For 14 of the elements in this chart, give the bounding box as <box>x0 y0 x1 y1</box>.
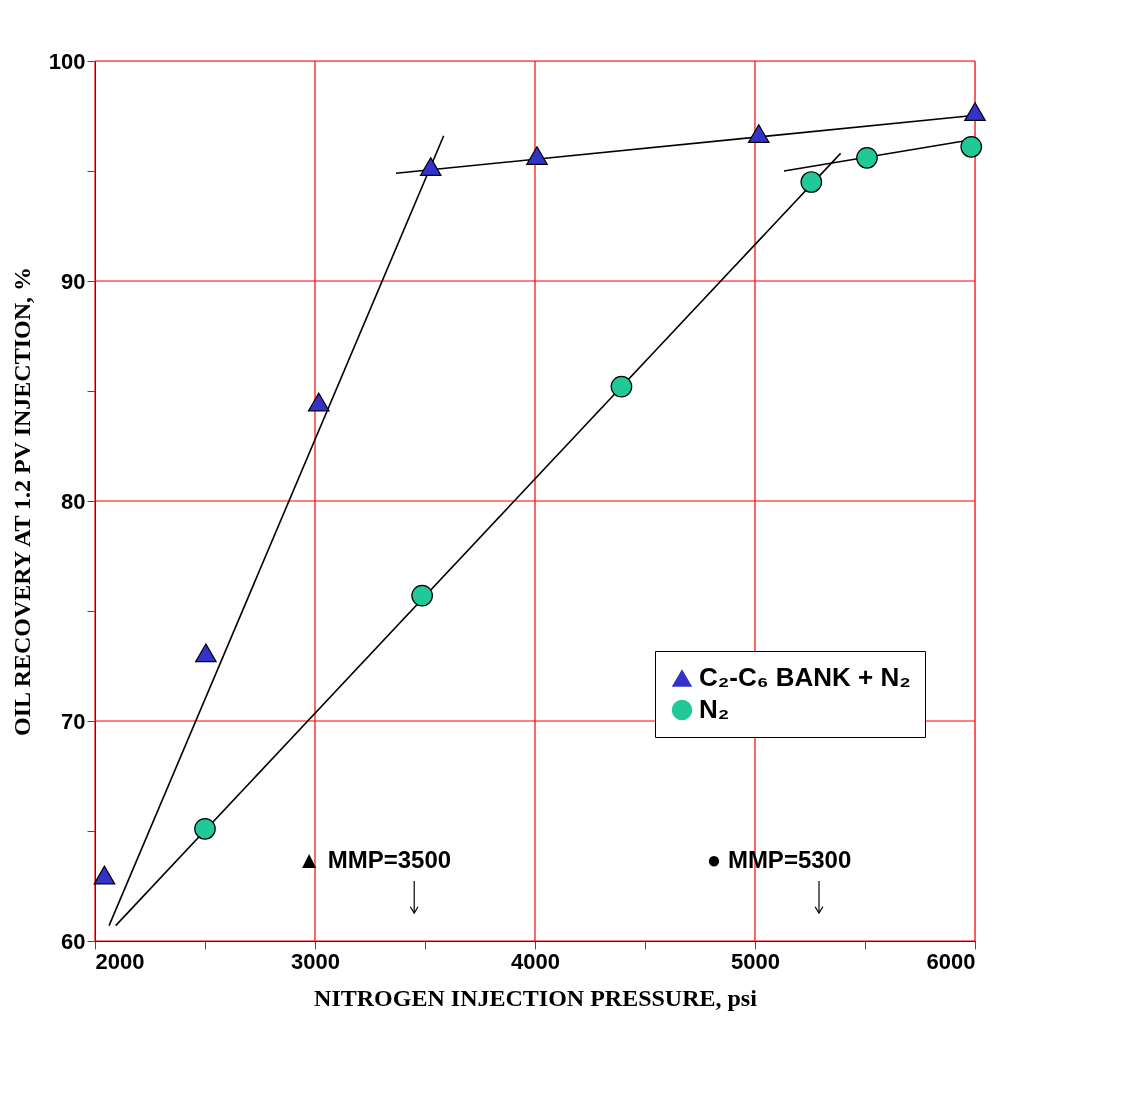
legend-label: C₂-C₆ BANK + N₂ <box>699 662 911 692</box>
x-tick-label: 3000 <box>291 948 340 974</box>
y-tick-label: 100 <box>48 48 86 74</box>
x-tick-label: 6000 <box>926 948 976 974</box>
x-tick-label: 2000 <box>95 948 145 974</box>
x-axis-title: NITROGEN INJECTION PRESSURE, psi <box>314 984 758 1011</box>
x-tick-label: 4000 <box>511 948 560 974</box>
y-tick-label: 90 <box>61 268 86 294</box>
y-tick-label: 80 <box>61 488 86 514</box>
x-tick-label: 5000 <box>731 948 780 974</box>
y-tick-label: 60 <box>61 928 86 954</box>
legend-label: N₂ <box>699 694 730 724</box>
y-tick-label: 70 <box>61 708 86 734</box>
y-axis-title: OIL RECOVERY AT 1.2 PV INJECTION, % <box>8 266 35 737</box>
